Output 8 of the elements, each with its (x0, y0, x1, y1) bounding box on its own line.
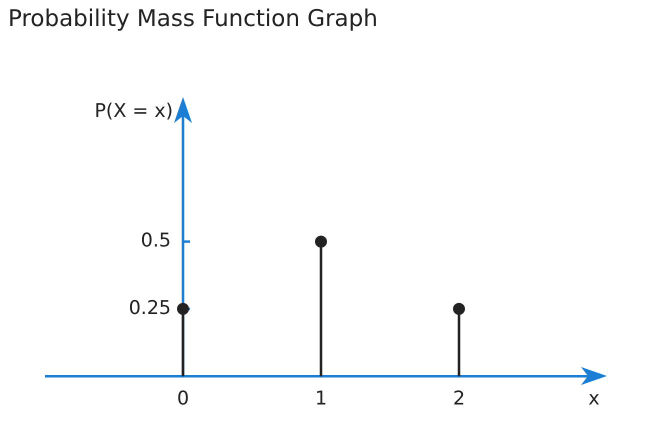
y-axis-title: P(X = x) (94, 100, 173, 122)
x-tick-label: 0 (176, 388, 190, 410)
y-tick-label: 0.5 (140, 230, 171, 252)
y-tick-label: 0.25 (128, 296, 171, 319)
x-tick-label: 2 (452, 388, 466, 410)
x-tick-label: 1 (314, 388, 328, 410)
x-axis-title: x (588, 388, 600, 410)
chart-title: Probability Mass Function Graph (8, 6, 378, 32)
